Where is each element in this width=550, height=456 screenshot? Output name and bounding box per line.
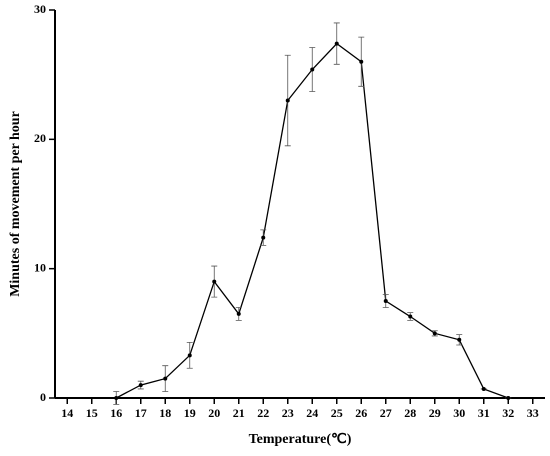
y-tick-label: 0	[40, 390, 46, 404]
x-tick-label: 22	[257, 406, 269, 420]
point	[383, 299, 388, 303]
x-tick-label: 28	[404, 406, 416, 420]
point	[481, 386, 486, 391]
point	[457, 337, 462, 342]
x-tick-label: 26	[355, 406, 367, 420]
x-tick-label: 20	[208, 406, 220, 420]
y-tick-label: 10	[34, 260, 46, 274]
y-axis-title: Minutes of movement per hour	[8, 111, 23, 297]
point	[285, 98, 290, 103]
x-tick-label: 21	[233, 406, 245, 420]
x-tick-label: 16	[110, 406, 122, 420]
x-tick-label: 25	[331, 406, 343, 420]
x-tick-label: 19	[184, 406, 196, 420]
point	[138, 383, 143, 388]
x-tick-label: 33	[527, 406, 539, 420]
point	[408, 314, 413, 319]
point	[310, 67, 315, 72]
x-tick-label: 23	[282, 406, 294, 420]
x-axis-title: Temperature(℃)	[249, 432, 352, 447]
point	[432, 331, 437, 336]
point	[187, 353, 192, 358]
y-tick-label: 30	[34, 2, 46, 16]
x-tick-label: 32	[502, 406, 514, 420]
point	[334, 41, 339, 46]
point	[114, 396, 119, 400]
x-tick-label: 30	[453, 406, 465, 420]
x-tick-label: 18	[159, 406, 171, 420]
x-tick-label: 15	[86, 406, 98, 420]
point	[359, 59, 364, 64]
x-tick-label: 24	[306, 406, 318, 420]
y-tick-label: 20	[34, 131, 46, 145]
x-tick-label: 29	[429, 406, 441, 420]
x-tick-label: 31	[478, 406, 490, 420]
x-tick-label: 14	[61, 406, 73, 420]
point	[212, 279, 217, 284]
x-tick-label: 27	[380, 406, 392, 420]
point	[236, 311, 241, 316]
point	[506, 396, 511, 400]
point	[261, 235, 266, 240]
line	[115, 42, 509, 399]
x-tick-label: 17	[135, 406, 147, 420]
point	[163, 376, 168, 381]
